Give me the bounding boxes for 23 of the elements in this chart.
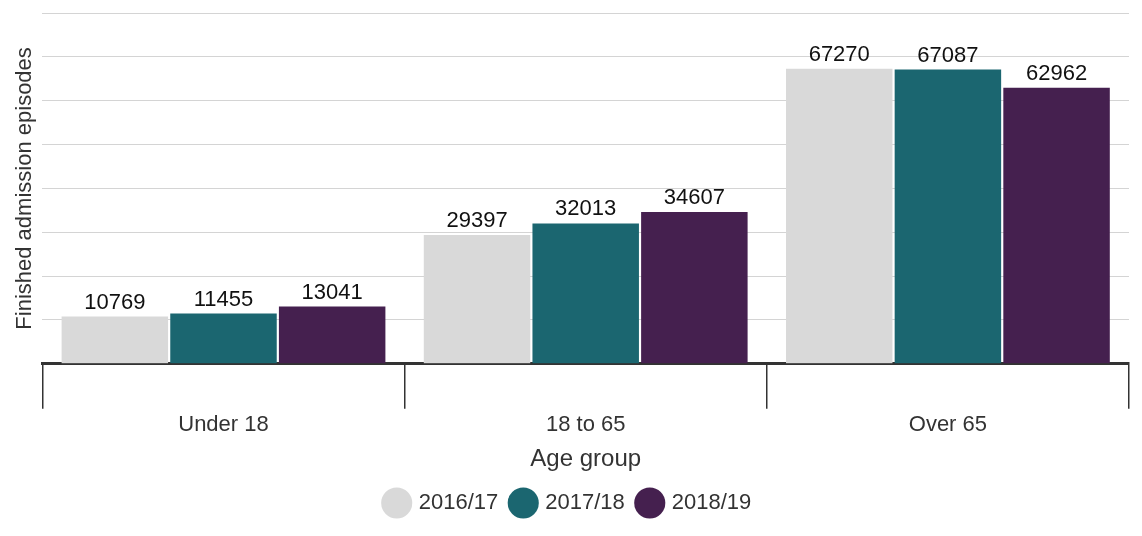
legend-label: 2018/19 (671, 489, 752, 515)
data-label: 13041 (301, 278, 363, 304)
data-label: 10769 (84, 288, 146, 314)
data-label: 62962 (1025, 59, 1088, 85)
y-axis-title: Finished admission episodes (11, 47, 37, 330)
bar (894, 69, 1002, 364)
legend-label: 2017/18 (545, 489, 625, 515)
x-tick-label: 18 to 65 (545, 411, 626, 437)
data-label: 34607 (663, 184, 725, 210)
data-label: 11455 (193, 285, 254, 311)
bar (278, 306, 386, 364)
x-tick-label: Under 18 (178, 411, 269, 437)
legend-label: 2016/17 (418, 489, 499, 515)
data-label: 32013 (555, 195, 617, 221)
x-axis-title: Age group (530, 444, 642, 472)
data-label: 67087 (917, 41, 979, 67)
bar (641, 212, 748, 364)
bar (170, 313, 277, 364)
data-label: 29397 (446, 206, 508, 232)
x-tick-label: Over 65 (908, 411, 988, 437)
bar (1003, 87, 1110, 364)
data-label: 67270 (808, 40, 870, 66)
bar (532, 223, 639, 364)
